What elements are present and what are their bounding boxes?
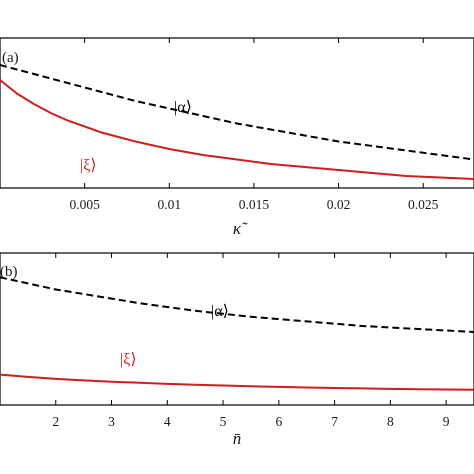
x-tick-label: 0.005: [69, 197, 100, 212]
panel-a: (a) 0.005 0.01 0.015 0.02 0.025 κ̃ |α⟩ |ξ⟩: [0, 37, 474, 238]
x-tick-label: 0.01: [157, 197, 181, 212]
x-tick-label: 9: [443, 414, 450, 429]
x-tick-label: 2: [52, 414, 59, 429]
series-line-alpha: [0, 64, 474, 161]
series-line-xi: [0, 79, 474, 180]
x-tick-label: 4: [164, 414, 171, 429]
panel-b-x-axis-label: n̄: [233, 429, 242, 448]
panel-b-frame: [0, 252, 474, 406]
panel-b: (b) 2 3 4 5 6 7 8 9 n̄ |α⟩ |ξ⟩: [0, 252, 474, 448]
series-line-alpha: [0, 276, 474, 333]
panel-a-xi-label: |ξ⟩: [80, 157, 97, 174]
panel-b-x-ticks: 2 3 4 5 6 7 8 9: [52, 253, 450, 429]
panel-a-label: (a): [2, 50, 19, 66]
x-tick-label: 3: [108, 414, 115, 429]
panel-a-x-ticks: 0.005 0.01 0.015 0.02 0.025: [69, 38, 439, 212]
panel-a-x-axis-label: κ̃: [233, 219, 248, 238]
x-tick-label: 6: [275, 414, 282, 429]
panel-a-alpha-label: |α⟩: [174, 99, 192, 116]
panel-b-xi-label: |ξ⟩: [120, 351, 137, 368]
x-tick-label: 0.015: [239, 197, 270, 212]
x-tick-label: 7: [331, 414, 338, 429]
x-tick-label: 5: [220, 414, 227, 429]
panel-b-series: [0, 276, 474, 391]
x-tick-label: 0.025: [408, 197, 439, 212]
panel-a-series: [0, 64, 474, 180]
panel-b-label: (b): [0, 264, 18, 280]
series-line-xi: [0, 373, 474, 391]
x-tick-label: 0.02: [327, 197, 351, 212]
panel-a-frame: [0, 37, 474, 189]
x-tick-label: 8: [387, 414, 394, 429]
panel-b-alpha-label: |α⟩: [211, 303, 229, 320]
